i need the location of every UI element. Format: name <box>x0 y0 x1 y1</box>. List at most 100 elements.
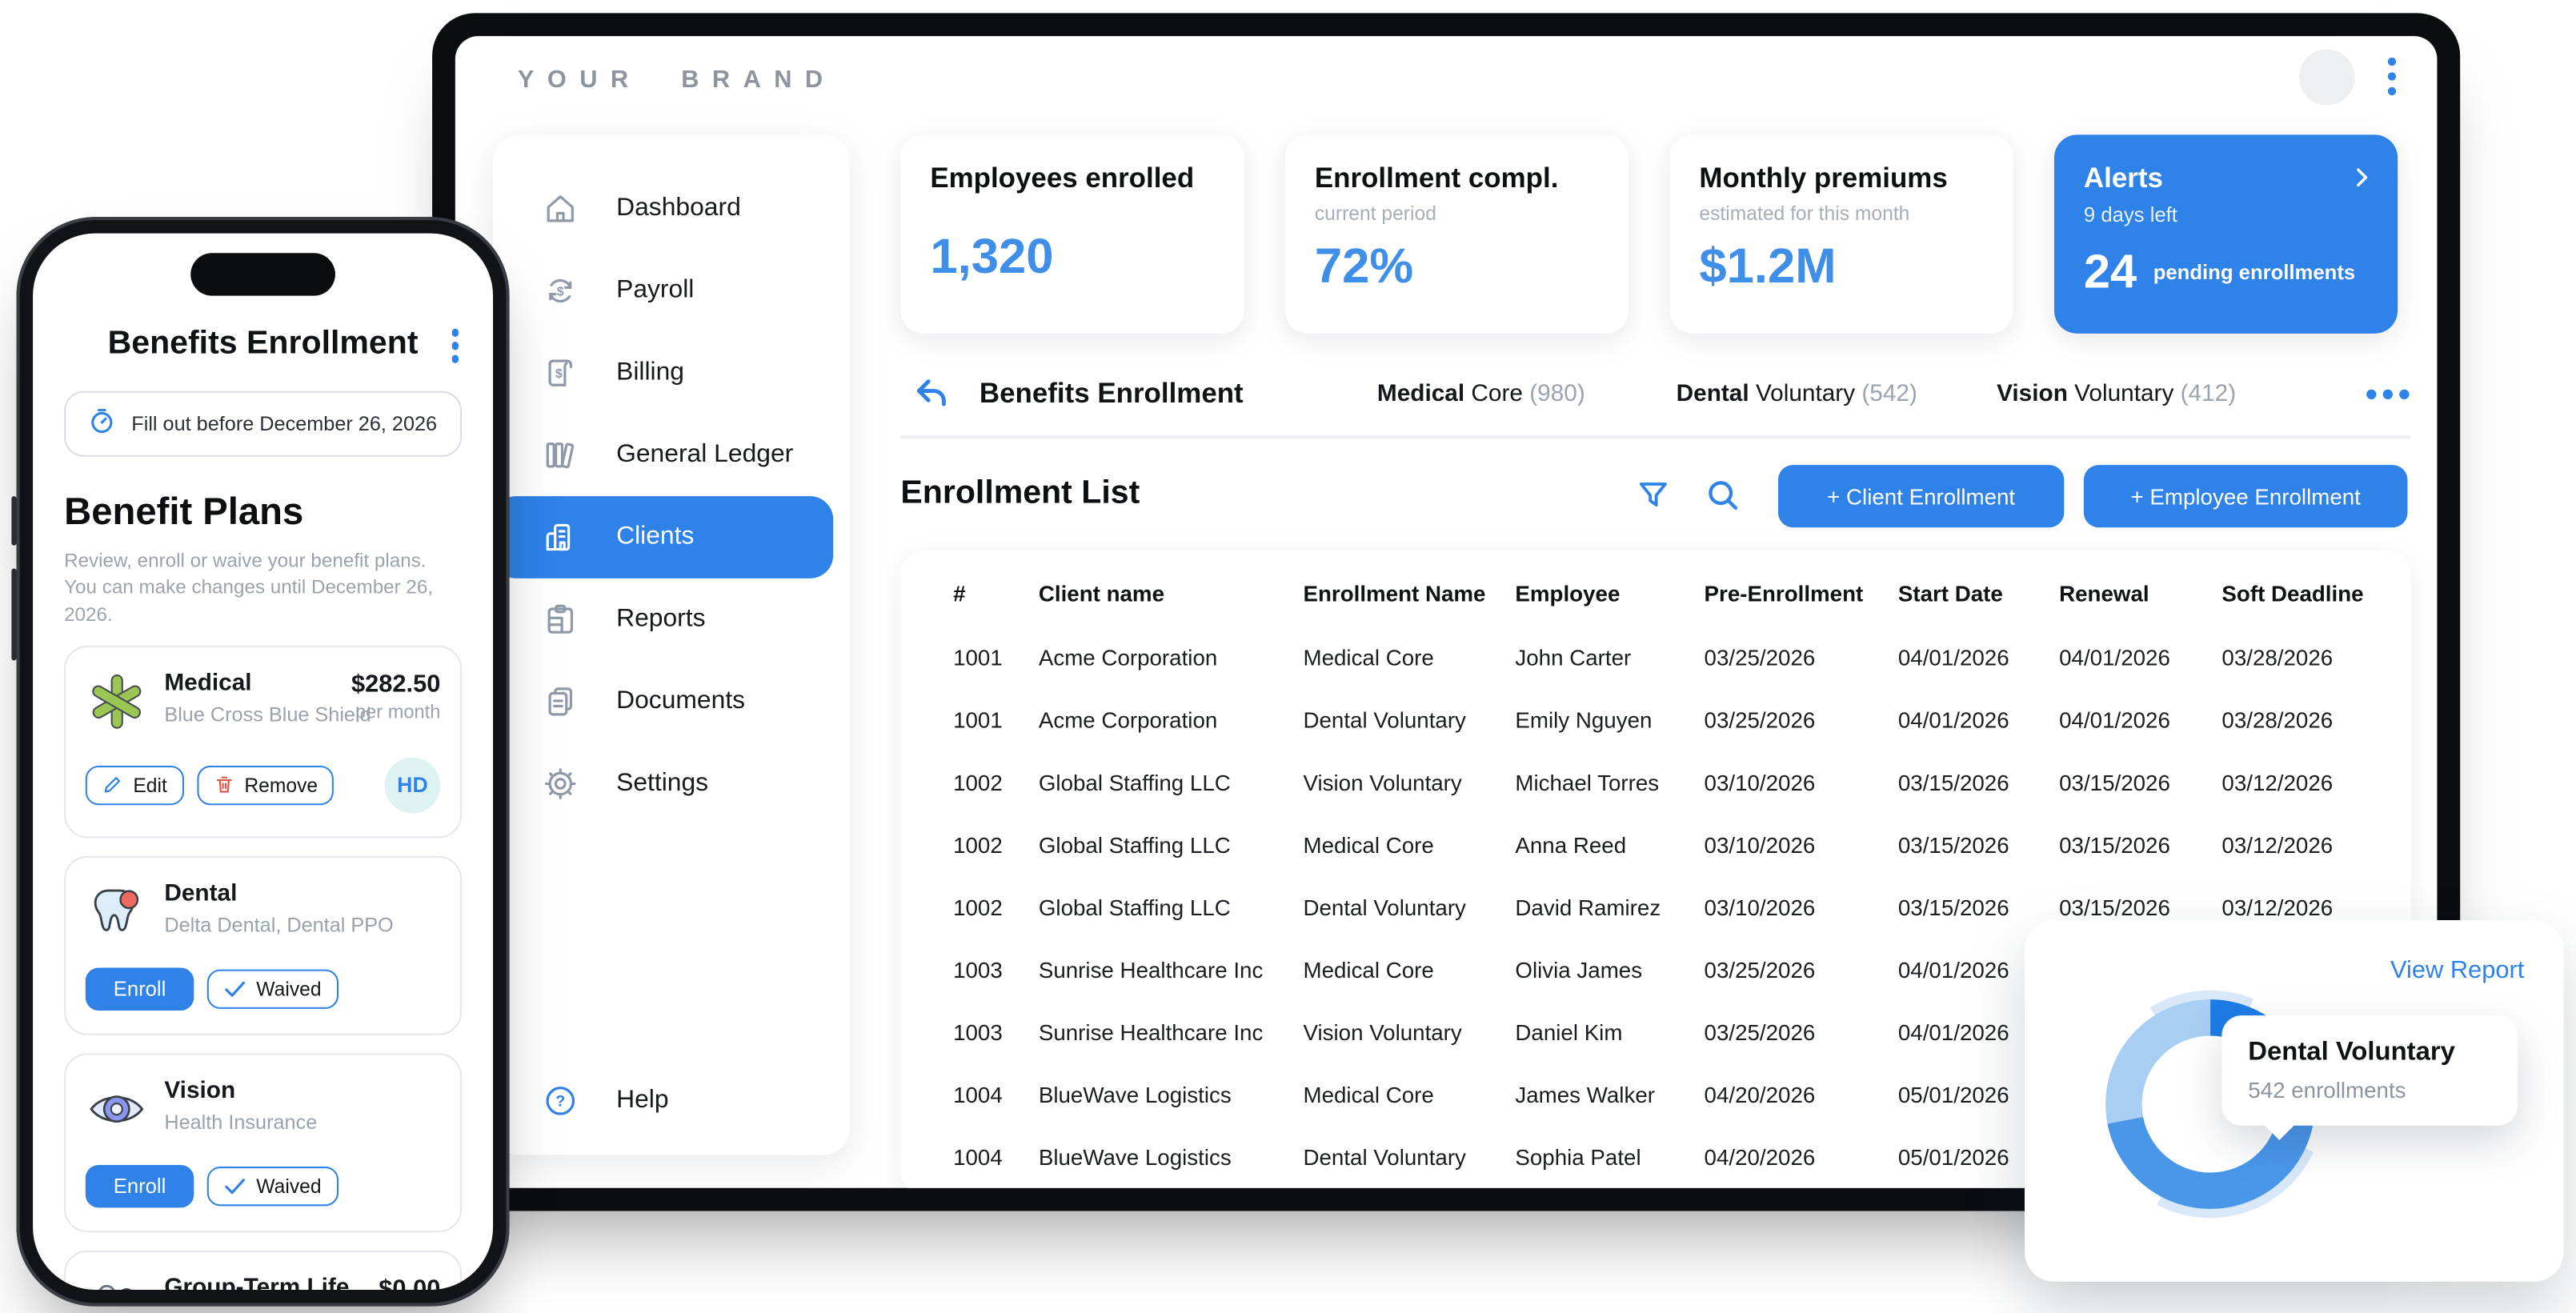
stat-title: Employees enrolled <box>930 162 1195 194</box>
cell: 1003 <box>953 1019 1003 1045</box>
cell: 04/01/2026 <box>1897 957 2009 983</box>
phone-volume-button <box>11 496 17 546</box>
cell: 1001 <box>953 707 1003 732</box>
employee-enrollment-button[interactable]: + Employee Enrollment <box>2083 465 2408 528</box>
table-row[interactable]: 1002 Global Staffing LLC Medical Core An… <box>953 814 2411 876</box>
more-options-icon[interactable] <box>2366 389 2410 400</box>
cell: Dental Voluntary <box>1303 1144 1466 1170</box>
sidebar-label: Documents <box>616 687 746 715</box>
avatar[interactable] <box>2298 49 2355 106</box>
people-icon <box>86 1275 148 1291</box>
cell: Michael Torres <box>1515 770 1660 795</box>
sidebar-item-documents[interactable]: Documents <box>493 661 850 743</box>
enroll-button[interactable]: Enroll <box>85 967 194 1011</box>
filter-icon[interactable] <box>1635 477 1671 521</box>
col-header: Renewal <box>2059 580 2149 606</box>
table-row[interactable]: 1001 Acme Corporation Medical Core John … <box>953 626 2411 688</box>
dashboard: YOUR BRAND Dashboard $ Payroll $ <box>455 36 2438 1188</box>
waived-button[interactable]: Waived <box>206 969 339 1009</box>
cell: Sunrise Healthcare Inc <box>1038 1019 1264 1045</box>
payroll-cycle-icon: $ <box>543 273 579 309</box>
sidebar-label: Dashboard <box>616 194 741 222</box>
tab-dental-voluntary[interactable]: Dental Voluntary (542) <box>1676 381 1917 408</box>
cell: Acme Corporation <box>1038 707 1218 732</box>
sidebar-label: Payroll <box>616 275 695 304</box>
kebab-menu-icon[interactable] <box>2387 57 2397 102</box>
enroll-button[interactable]: Enroll <box>85 1164 194 1207</box>
help-icon: ? <box>543 1083 579 1119</box>
sidebar-item-billing[interactable]: $ Billing <box>493 332 850 414</box>
plan-name: Dental <box>164 880 238 907</box>
waived-button[interactable]: Waived <box>206 1166 339 1206</box>
search-icon[interactable] <box>1705 477 1742 522</box>
back-icon[interactable] <box>911 374 951 424</box>
client-enrollment-button[interactable]: + Client Enrollment <box>1777 465 2065 528</box>
plan-card-vision: Vision Health Insurance Enroll Waived <box>64 1052 463 1232</box>
cell: John Carter <box>1515 645 1632 670</box>
tab-medical-core[interactable]: Medical Core (980) <box>1376 381 1585 408</box>
table-row[interactable]: 1001 Acme Corporation Dental Voluntary E… <box>953 688 2411 751</box>
stat-card-employees: Employees enrolled 1,320 <box>900 134 1244 334</box>
stat-value: 1,320 <box>930 230 1054 285</box>
remove-button[interactable]: Remove <box>196 765 335 805</box>
stat-subtitle: estimated for this month <box>1699 202 1910 226</box>
sidebar-item-settings[interactable]: Settings <box>493 743 850 825</box>
chevron-right-icon[interactable] <box>2349 164 2375 198</box>
svg-text:?: ? <box>555 1092 565 1110</box>
table-row[interactable]: 1002 Global Staffing LLC Vision Voluntar… <box>953 751 2411 813</box>
gear-icon <box>543 766 579 802</box>
cell: Sunrise Healthcare Inc <box>1038 957 1264 983</box>
table-row[interactable]: 1002 Global Staffing LLC Dental Voluntar… <box>953 876 2411 939</box>
cell: Medical Core <box>1303 1082 1434 1107</box>
table-row[interactable]: 1003 Sunrise Healthcare Inc Medical Core… <box>953 939 2411 1001</box>
section-description: Review, enroll or waive your benefit pla… <box>64 548 434 626</box>
cell: 03/15/2026 <box>1897 895 2009 919</box>
sidebar-item-dashboard[interactable]: Dashboard <box>493 167 850 250</box>
col-header: Enrollment Name <box>1303 580 1486 606</box>
kebab-menu-icon[interactable] <box>451 328 459 368</box>
plan-provider: Health Insurance <box>164 1110 318 1134</box>
table-row[interactable]: 1003 Sunrise Healthcare Inc Vision Volun… <box>953 1001 2411 1063</box>
plan-name: Vision <box>164 1077 236 1104</box>
table-row[interactable]: 1004 BlueWave Logistics Dental Voluntary… <box>953 1126 2411 1188</box>
stats-row: Employees enrolled 1,320 Enrollment comp… <box>900 134 2410 334</box>
cell: 03/15/2026 <box>1897 770 2009 795</box>
alert-count-label: pending enrollments <box>2153 262 2356 285</box>
alert-count: 24 <box>2083 246 2137 299</box>
table-row[interactable]: 1004 BlueWave Logistics Medical Core Jam… <box>953 1063 2411 1126</box>
sidebar-item-help[interactable]: ? Help <box>493 1060 850 1143</box>
phone-power-button <box>11 568 17 661</box>
sidebar-item-reports[interactable]: Reports <box>493 578 850 661</box>
cell: 04/20/2026 <box>1704 1144 1816 1170</box>
cell: 03/15/2026 <box>2059 832 2170 857</box>
phone-notch <box>190 253 335 296</box>
view-report-link[interactable]: View Report <box>2390 956 2525 985</box>
table-header-row: # Client name Enrollment Name Employee P… <box>953 577 2411 610</box>
cell: BlueWave Logistics <box>1038 1144 1232 1170</box>
cell: Emily Nguyen <box>1515 707 1653 732</box>
deadline-text: Fill out before December 26, 2026 <box>131 412 438 436</box>
cell: Global Staffing LLC <box>1038 895 1231 919</box>
cell: 04/01/2026 <box>1897 1019 2009 1045</box>
col-header: Employee <box>1515 580 1621 606</box>
sidebar-item-payroll[interactable]: $ Payroll <box>493 250 850 332</box>
sidebar-item-general-ledger[interactable]: General Ledger <box>493 414 850 496</box>
ledger-books-icon <box>543 437 579 473</box>
col-header: # <box>953 580 966 606</box>
cell: Anna Reed <box>1515 832 1627 857</box>
cell: David Ramirez <box>1515 895 1661 919</box>
cell: 1002 <box>953 832 1003 857</box>
sidebar-label: Settings <box>616 769 709 797</box>
stat-subtitle: current period <box>1314 202 1436 226</box>
cell: 1003 <box>953 957 1003 983</box>
stat-title: Alerts <box>2083 162 2163 194</box>
tab-vision-voluntary[interactable]: Vision Voluntary (412) <box>1997 381 2237 408</box>
edit-button[interactable]: Edit <box>85 765 184 805</box>
cell: Daniel Kim <box>1515 1019 1623 1045</box>
tooltip-subtitle: 542 enrollments <box>2248 1078 2406 1103</box>
stat-card-alerts[interactable]: Alerts 9 days left 24 pending enrollment… <box>2053 134 2398 334</box>
cell: Dental Voluntary <box>1303 707 1466 732</box>
sidebar-item-clients[interactable]: Clients <box>493 496 834 578</box>
building-icon <box>543 519 579 555</box>
